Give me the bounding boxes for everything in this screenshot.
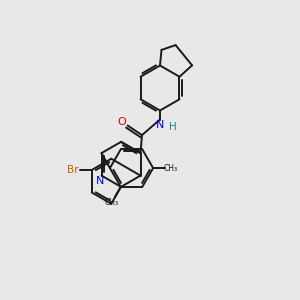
- Text: N: N: [156, 120, 164, 130]
- Text: N: N: [96, 176, 104, 186]
- Text: Br: Br: [67, 165, 79, 175]
- Text: H: H: [169, 122, 176, 132]
- Text: O: O: [117, 117, 126, 127]
- Text: CH₃: CH₃: [164, 164, 178, 172]
- Text: CH₃: CH₃: [105, 198, 119, 207]
